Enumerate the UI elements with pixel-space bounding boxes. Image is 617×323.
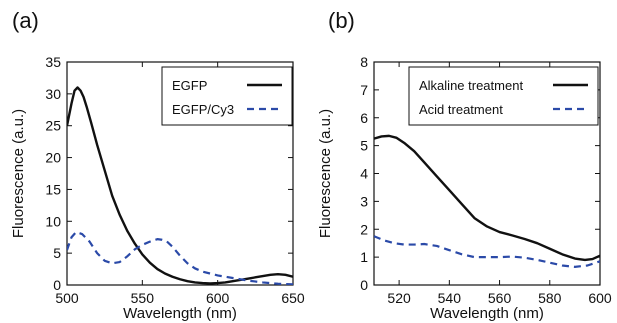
panel-a-y-axis-label: Fluorescence (a.u.) <box>10 109 27 238</box>
panel-b-y-tick-label: 2 <box>360 221 368 237</box>
panel-a-legend-label-2: EGFP/Cy3 <box>172 102 234 117</box>
panel-b-label: (b) <box>328 8 355 33</box>
panel-a-series-1-line <box>67 86 293 285</box>
panel-b-x-tick-label: 600 <box>588 290 612 306</box>
panel-a-label: (a) <box>12 8 39 33</box>
panel-b-legend-box <box>408 66 599 126</box>
panel-b-x-tick-label: 580 <box>538 290 562 306</box>
panel-b-y-tick-label: 0 <box>360 277 368 293</box>
panel-a-legend-label-1: EGFP <box>172 78 207 93</box>
panel-a: (a) 500 550 600 650 0 5 10 15 20 25 30 35 Wavelength … <box>10 8 305 322</box>
panel-a-x-axis-label: Wavelength (nm) <box>123 305 237 322</box>
panel-b-legend-label-2: Acid treatment <box>419 102 503 117</box>
panel-a-y-tick-label: 20 <box>45 150 61 166</box>
panel-b-y-tick-label: 8 <box>360 54 368 70</box>
panel-b-y-axis-label: Fluorescence (a.u.) <box>317 109 334 238</box>
panel-a-x-tick-label: 650 <box>281 290 305 306</box>
panel-b-x-tick-label: 560 <box>488 290 512 306</box>
panel-b-y-tick-label: 7 <box>360 82 368 98</box>
panel-b-x-tick-label: 520 <box>387 290 411 306</box>
panel-b-legend-label-1: Alkaline treatment <box>419 78 523 93</box>
panel-a-y-tick-label: 0 <box>53 277 61 293</box>
panel-b-x-axis-label: Wavelength (nm) <box>430 305 544 322</box>
panel-b-y-tick-label: 6 <box>360 110 368 126</box>
panel-a-x-tick-label: 550 <box>131 290 155 306</box>
panel-a-x-tick-label: 600 <box>206 290 230 306</box>
panel-b-series-1-line <box>374 134 600 262</box>
panel-a-series-2-line <box>67 231 293 285</box>
panel-b-y-tick-label: 4 <box>360 166 368 182</box>
panel-a-y-tick-label: 35 <box>45 54 61 70</box>
panel-a-y-tick-label: 25 <box>45 118 61 134</box>
panel-b-series-2-line <box>374 235 600 268</box>
panel-b: (b) 520 540 560 580 600 0 1 2 3 4 5 6 7 8 Wavelength (n… <box>317 8 612 322</box>
panel-a-y-tick-label: 30 <box>45 86 61 102</box>
panel-a-y-tick-label: 10 <box>45 213 61 229</box>
panel-b-y-tick-label: 1 <box>360 249 368 265</box>
panel-b-y-tick-label: 3 <box>360 193 368 209</box>
panel-a-plot-frame <box>66 61 294 286</box>
panel-b-x-tick-label: 540 <box>438 290 462 306</box>
panel-a-x-tick-label: 500 <box>55 290 79 306</box>
panel-a-y-tick-label: 15 <box>45 181 61 197</box>
panel-a-y-tick-label: 5 <box>53 245 61 261</box>
panel-a-legend-box <box>161 66 293 126</box>
panel-b-y-tick-label: 5 <box>360 138 368 154</box>
